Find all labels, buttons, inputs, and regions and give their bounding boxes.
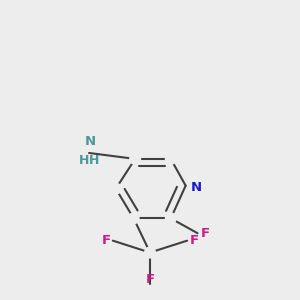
Text: N: N [191,181,202,194]
Text: H: H [79,154,89,167]
Circle shape [130,154,140,164]
Circle shape [110,183,121,194]
Circle shape [166,154,176,164]
Circle shape [128,213,139,224]
Text: F: F [101,234,110,247]
Text: N: N [85,135,96,148]
Text: H: H [89,154,100,167]
Text: F: F [200,227,210,240]
Circle shape [166,213,176,224]
Text: F: F [146,273,154,286]
Text: F: F [190,234,199,247]
Circle shape [145,247,155,258]
